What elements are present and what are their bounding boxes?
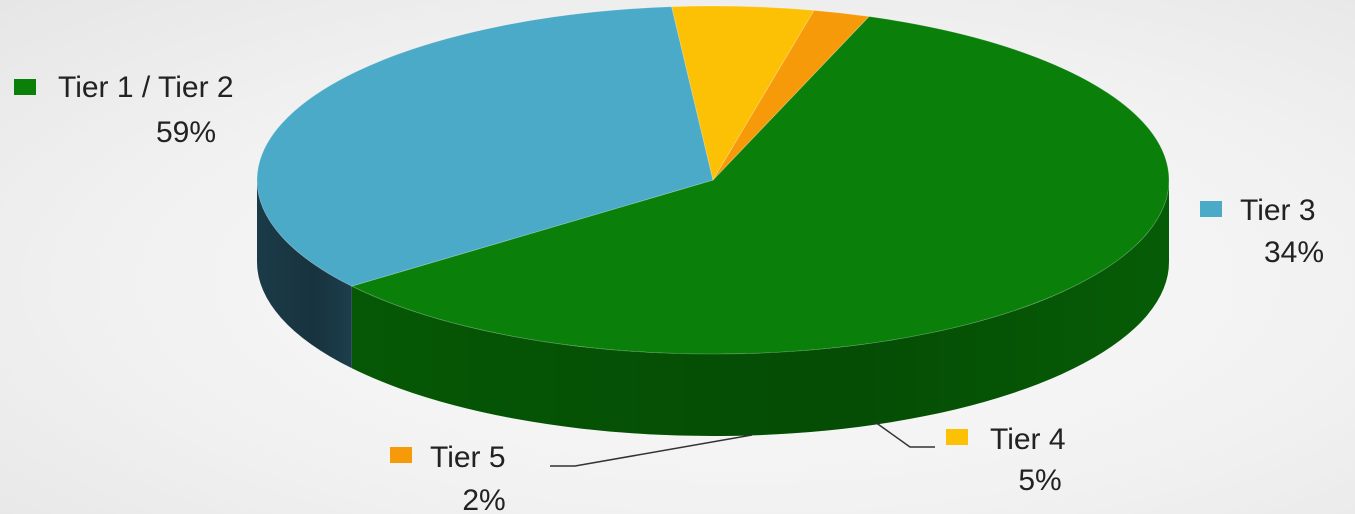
slice-percent-tier-1-2: 59% <box>156 116 216 149</box>
pie-side-shade-tier-1-tier-2 <box>351 180 1169 436</box>
leader-line-tier-5 <box>550 434 753 467</box>
slice-percent-tier-5: 2% <box>462 484 505 514</box>
legend-swatch-tier-4 <box>946 429 968 445</box>
legend-swatch-tier-3 <box>1200 201 1222 217</box>
legend-swatch-tier-1-2 <box>14 79 36 95</box>
slice-name-tier-1-2: Tier 1 / Tier 2 <box>58 71 234 104</box>
leader-line-tier-4 <box>874 421 935 448</box>
slice-label-tier-3: Tier 3 34% <box>1200 194 1324 269</box>
legend-swatch-tier-5 <box>390 447 412 463</box>
pie-slice-tier-3 <box>256 6 714 287</box>
slice-label-tier-5: Tier 5 2% <box>390 441 506 514</box>
pie-sides <box>257 180 1169 436</box>
pie-slice-tier-5 <box>712 9 870 181</box>
pie-slice-tier-1-tier-2 <box>350 16 1170 355</box>
slice-label-tier-1-2: Tier 1 / Tier 2 59% <box>14 71 234 149</box>
slice-label-tier-4: Tier 4 5% <box>946 423 1066 497</box>
pie-slice-tier-4 <box>671 5 815 182</box>
slice-name-tier-4: Tier 4 <box>990 423 1066 456</box>
slice-name-tier-3: Tier 3 <box>1240 194 1316 227</box>
slice-percent-tier-3: 34% <box>1264 236 1324 269</box>
slice-percent-tier-4: 5% <box>1018 464 1061 497</box>
pie-side-shade-tier-3 <box>257 180 352 369</box>
slice-name-tier-5: Tier 5 <box>430 441 506 474</box>
pie-top <box>256 5 1170 355</box>
